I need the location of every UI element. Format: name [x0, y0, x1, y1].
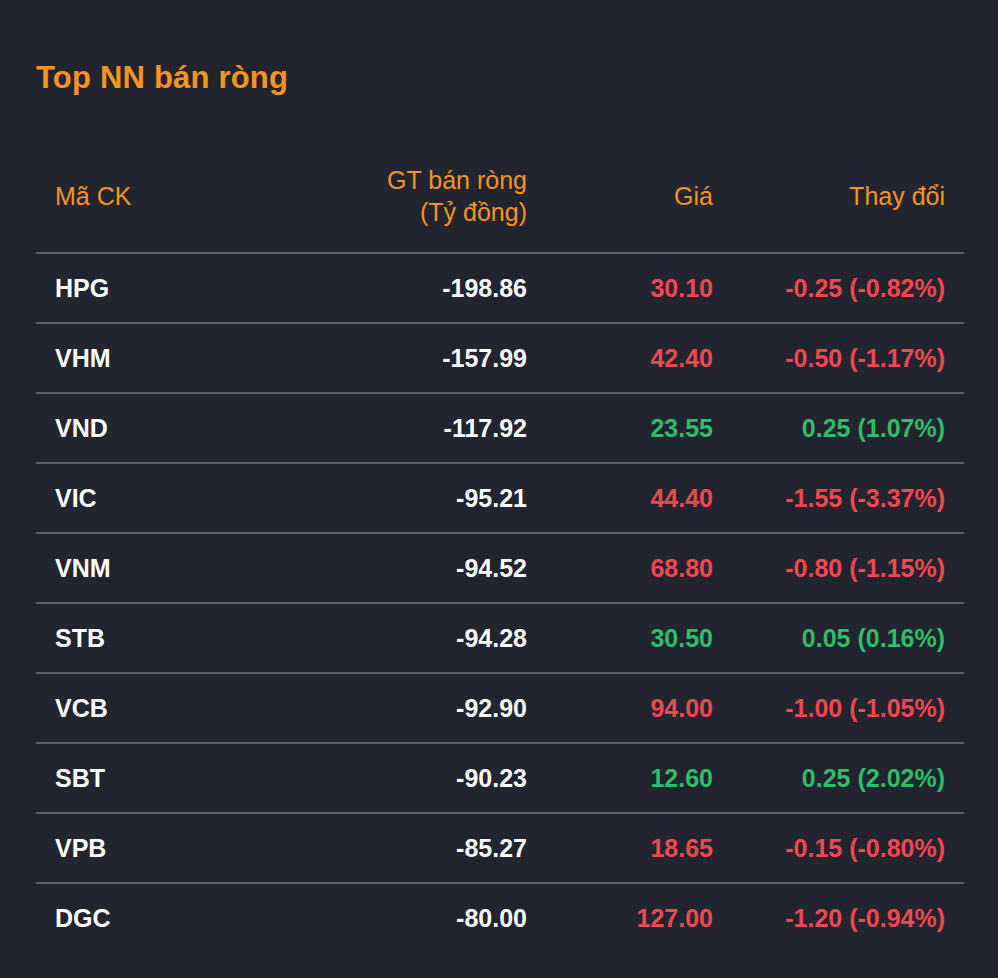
stock-change: -0.80 (-1.15%): [713, 533, 964, 603]
stock-symbol: VPB: [36, 813, 216, 883]
table-row[interactable]: VPB -85.27 18.65 -0.15 (-0.80%): [36, 813, 964, 883]
stock-symbol: DGC: [36, 883, 216, 953]
stock-symbol: HPG: [36, 253, 216, 323]
stock-price: 44.40: [527, 463, 713, 533]
stock-change: -1.55 (-3.37%): [713, 463, 964, 533]
header-net-sell-line2: (Tỷ đồng): [420, 198, 527, 226]
stock-price: 23.55: [527, 393, 713, 463]
table-row[interactable]: VNM -94.52 68.80 -0.80 (-1.15%): [36, 533, 964, 603]
panel-title: Top NN bán ròng: [0, 0, 998, 98]
stock-price: 94.00: [527, 673, 713, 743]
stock-price: 30.50: [527, 603, 713, 673]
net-sell-value: -157.99: [216, 323, 527, 393]
net-sell-value: -80.00: [216, 883, 527, 953]
header-symbol: Mã CK: [36, 140, 216, 253]
stock-symbol: VIC: [36, 463, 216, 533]
net-sell-value: -95.21: [216, 463, 527, 533]
stock-price: 12.60: [527, 743, 713, 813]
table-row[interactable]: VHM -157.99 42.40 -0.50 (-1.17%): [36, 323, 964, 393]
stock-change: 0.05 (0.16%): [713, 603, 964, 673]
stock-price: 68.80: [527, 533, 713, 603]
table-row[interactable]: DGC -80.00 127.00 -1.20 (-0.94%): [36, 883, 964, 953]
top-foreign-net-sell-panel: Top NN bán ròng Mã CK GT bán ròng (Tỷ đồ…: [0, 0, 998, 978]
stock-change: 0.25 (2.02%): [713, 743, 964, 813]
net-sell-value: -92.90: [216, 673, 527, 743]
stock-change: -1.00 (-1.05%): [713, 673, 964, 743]
net-sell-value: -198.86: [216, 253, 527, 323]
stock-symbol: VNM: [36, 533, 216, 603]
net-sell-value: -94.28: [216, 603, 527, 673]
stock-price: 30.10: [527, 253, 713, 323]
stock-change: -1.20 (-0.94%): [713, 883, 964, 953]
table-row[interactable]: VIC -95.21 44.40 -1.55 (-3.37%): [36, 463, 964, 533]
table-header-row: Mã CK GT bán ròng (Tỷ đồng) Giá Thay đổi: [36, 140, 964, 253]
header-price: Giá: [527, 140, 713, 253]
net-sell-table: Mã CK GT bán ròng (Tỷ đồng) Giá Thay đổi…: [36, 140, 964, 953]
stock-price: 42.40: [527, 323, 713, 393]
stock-change: -0.15 (-0.80%): [713, 813, 964, 883]
net-sell-value: -90.23: [216, 743, 527, 813]
header-net-sell: GT bán ròng (Tỷ đồng): [216, 140, 527, 253]
stock-symbol: VND: [36, 393, 216, 463]
stock-symbol: SBT: [36, 743, 216, 813]
net-sell-value: -85.27: [216, 813, 527, 883]
table-row[interactable]: VND -117.92 23.55 0.25 (1.07%): [36, 393, 964, 463]
header-net-sell-line1: GT bán ròng: [387, 166, 527, 194]
stock-symbol: VHM: [36, 323, 216, 393]
net-sell-value: -94.52: [216, 533, 527, 603]
stock-change: 0.25 (1.07%): [713, 393, 964, 463]
table-row[interactable]: STB -94.28 30.50 0.05 (0.16%): [36, 603, 964, 673]
stock-symbol: STB: [36, 603, 216, 673]
table-row[interactable]: SBT -90.23 12.60 0.25 (2.02%): [36, 743, 964, 813]
table-row[interactable]: VCB -92.90 94.00 -1.00 (-1.05%): [36, 673, 964, 743]
stock-change: -0.50 (-1.17%): [713, 323, 964, 393]
table-row[interactable]: HPG -198.86 30.10 -0.25 (-0.82%): [36, 253, 964, 323]
stock-price: 127.00: [527, 883, 713, 953]
header-change: Thay đổi: [713, 140, 964, 253]
stock-price: 18.65: [527, 813, 713, 883]
stock-change: -0.25 (-0.82%): [713, 253, 964, 323]
stock-symbol: VCB: [36, 673, 216, 743]
net-sell-value: -117.92: [216, 393, 527, 463]
